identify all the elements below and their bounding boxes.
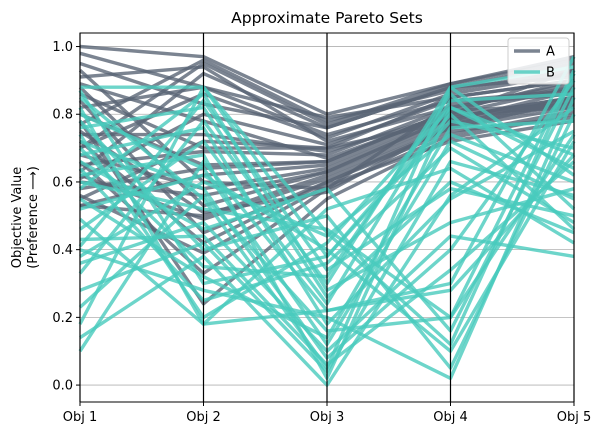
x-tick-label: Obj 3 — [310, 410, 345, 425]
x-tick-label: Obj 2 — [186, 410, 221, 425]
legend-label-B: B — [546, 66, 555, 81]
legend-label-A: A — [546, 45, 555, 60]
x-tick-label: Obj 1 — [63, 410, 98, 425]
chart-title: Approximate Pareto Sets — [231, 9, 423, 27]
y-tick-label: 0.0 — [52, 379, 73, 394]
x-tick-label: Obj 5 — [557, 410, 592, 425]
y-tick-label: 0.8 — [52, 108, 73, 123]
y-axis-label-line1: Objective Value — [10, 167, 25, 268]
y-axis-ticks: 0.0 0.2 0.4 0.6 0.8 1.0 — [52, 40, 80, 394]
x-tick-label: Obj 4 — [433, 410, 468, 425]
y-axis-label-line2: (Preference ⟶) — [26, 166, 41, 269]
y-tick-label: 0.2 — [52, 311, 73, 326]
legend: AB — [507, 37, 570, 85]
y-axis-label: Objective Value (Preference ⟶) — [10, 166, 41, 269]
y-tick-label: 1.0 — [52, 40, 73, 55]
legend-box — [507, 37, 570, 85]
x-axis-ticks: Obj 1 Obj 2 Obj 3 Obj 4 Obj 5 — [63, 402, 592, 425]
y-tick-label: 0.6 — [52, 175, 73, 190]
y-tick-label: 0.4 — [52, 243, 73, 258]
